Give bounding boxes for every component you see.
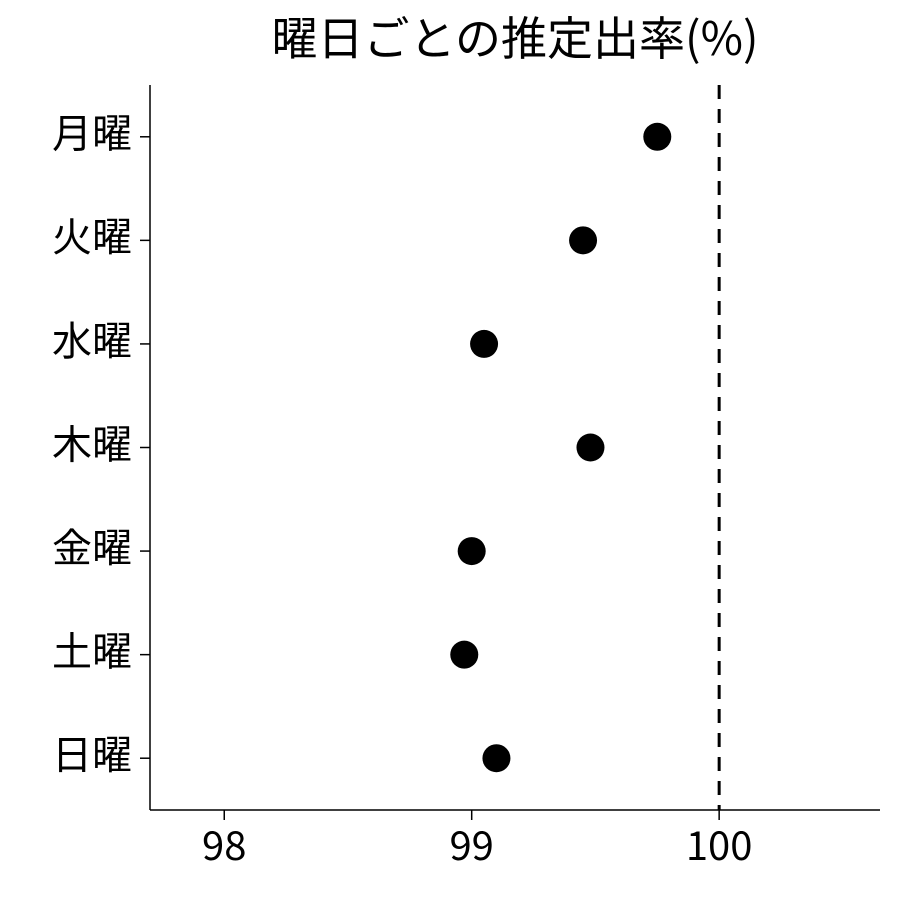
y-tick-label: 金曜	[52, 516, 132, 574]
data-points	[450, 123, 671, 772]
x-tick-label: 99	[449, 814, 493, 872]
y-tick-label: 土曜	[52, 620, 132, 678]
x-tick-label: 100	[686, 814, 753, 872]
data-point	[458, 537, 486, 565]
data-point	[569, 226, 597, 254]
x-tick-label: 98	[202, 814, 246, 872]
data-point	[470, 330, 498, 358]
y-tick-label: 月曜	[52, 102, 132, 160]
data-point	[643, 123, 671, 151]
axes: 月曜火曜水曜木曜金曜土曜日曜 98 99 100	[52, 85, 880, 872]
data-point	[576, 434, 604, 462]
data-point	[450, 641, 478, 669]
chart-container: 曜日ごとの推定出率(%) 月曜火曜水曜木曜金曜土曜日曜 98 99 100	[0, 0, 900, 900]
y-tick-label: 木曜	[52, 412, 132, 470]
y-tick-label: 火曜	[52, 205, 132, 263]
y-tick-label: 水曜	[52, 309, 132, 367]
chart-title: 曜日ごとの推定出率(%)	[271, 3, 758, 69]
dot-chart: 曜日ごとの推定出率(%) 月曜火曜水曜木曜金曜土曜日曜 98 99 100	[0, 0, 900, 900]
data-point	[482, 744, 510, 772]
y-tick-label: 日曜	[52, 723, 132, 781]
